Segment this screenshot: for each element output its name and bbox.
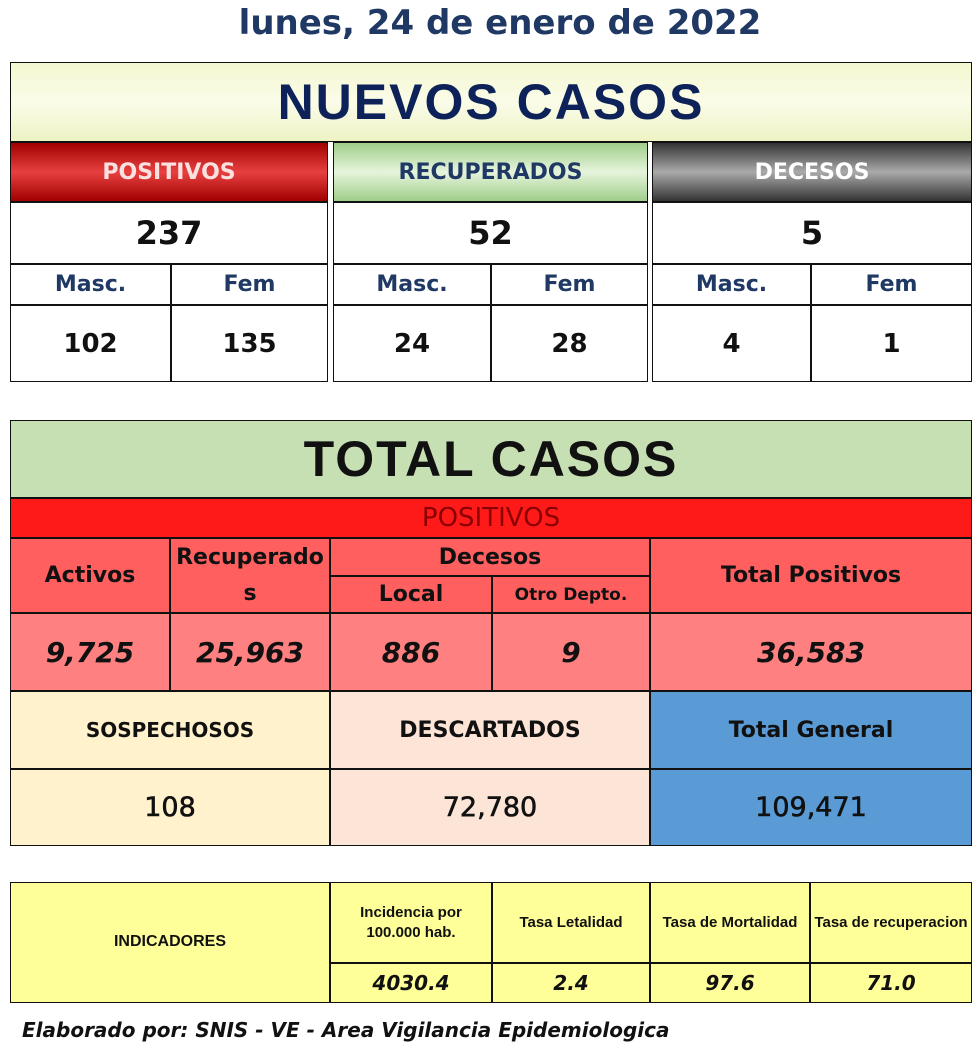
sex-value: 102 <box>10 305 171 382</box>
indicator-header: Tasa de recuperacion <box>810 882 972 963</box>
sex-label: Fem <box>491 264 648 305</box>
col-header: Decesos <box>330 538 650 576</box>
sex-label: Masc. <box>652 264 811 305</box>
col-header: Otro Depto. <box>492 576 650 613</box>
section-title: TOTAL CASOS <box>10 420 972 498</box>
positivos-band: POSITIVOS <box>10 498 972 538</box>
sex-label: Masc. <box>10 264 171 305</box>
sex-label: Fem <box>811 264 972 305</box>
col-header: Recuperados <box>170 538 330 613</box>
value: 36,583 <box>650 613 972 691</box>
indicator-value: 71.0 <box>810 963 972 1003</box>
summary-value: 109,471 <box>650 769 972 846</box>
col-header: Activos <box>10 538 170 613</box>
group-header: DECESOS <box>652 142 972 202</box>
indicator-header: Tasa Letalidad <box>492 882 650 963</box>
group-total: 237 <box>10 202 328 264</box>
summary-value: 72,780 <box>330 769 650 846</box>
indicator-value: 97.6 <box>650 963 810 1003</box>
value: 9,725 <box>10 613 170 691</box>
sex-value: 4 <box>652 305 811 382</box>
group-header: POSITIVOS <box>10 142 328 202</box>
col-header: Total Positivos <box>650 538 972 613</box>
summary-header: Total General <box>650 691 972 769</box>
sex-label: Fem <box>171 264 328 305</box>
value: 9 <box>492 613 650 691</box>
sex-value: 1 <box>811 305 972 382</box>
value: 886 <box>330 613 492 691</box>
summary-header: DESCARTADOS <box>330 691 650 769</box>
indicator-value: 4030.4 <box>330 963 492 1003</box>
group-total: 52 <box>333 202 648 264</box>
sex-value: 24 <box>333 305 491 382</box>
value: 25,963 <box>170 613 330 691</box>
summary-value: 108 <box>10 769 330 846</box>
indicator-header: Tasa de Mortalidad <box>650 882 810 963</box>
date: lunes, 24 de enero de 2022 <box>238 3 762 43</box>
indicator-value: 2.4 <box>492 963 650 1003</box>
footer: Elaborado por: SNIS - VE - Area Vigilanc… <box>22 1018 670 1042</box>
indicator-header: Incidencia por 100.000 hab. <box>330 882 492 963</box>
sex-label: Masc. <box>333 264 491 305</box>
group-header: RECUPERADOS <box>333 142 648 202</box>
indicators-label: INDICADORES <box>10 882 330 1003</box>
summary-header: SOSPECHOSOS <box>10 691 330 769</box>
col-header: Local <box>330 576 492 613</box>
sex-value: 135 <box>171 305 328 382</box>
group-total: 5 <box>652 202 972 264</box>
sex-value: 28 <box>491 305 648 382</box>
section-title: NUEVOS CASOS <box>10 62 972 142</box>
